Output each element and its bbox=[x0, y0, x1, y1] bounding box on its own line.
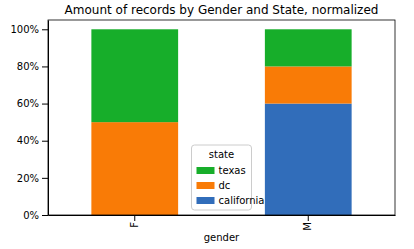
chart: 0%20%40%60%80%100%FMstatetexasdccaliforn… bbox=[0, 0, 414, 249]
tick: F bbox=[129, 215, 140, 228]
legend-label: california bbox=[219, 195, 265, 206]
bar bbox=[265, 104, 352, 215]
tick-label: 60% bbox=[17, 98, 39, 109]
tick-mark bbox=[42, 29, 48, 30]
tick-mark bbox=[42, 215, 48, 216]
bar bbox=[91, 122, 178, 215]
tick: 0% bbox=[23, 210, 48, 221]
tick: 100% bbox=[10, 24, 48, 35]
tick-label: F bbox=[129, 222, 140, 228]
y-axis: 0% 20% 40% 60% 80% 100% bbox=[10, 21, 48, 221]
bar bbox=[91, 29, 178, 122]
frame bbox=[48, 20, 395, 215]
tick-mark bbox=[42, 178, 48, 179]
legend-title: state bbox=[209, 149, 234, 160]
tick-mark bbox=[42, 104, 48, 105]
bar bbox=[265, 66, 352, 103]
tick-label: 100% bbox=[10, 24, 39, 35]
legend-label: dc bbox=[219, 180, 231, 191]
background bbox=[0, 0, 414, 249]
legend-swatch bbox=[197, 182, 215, 189]
tick-mark bbox=[42, 66, 48, 67]
tick-label: 80% bbox=[17, 61, 39, 72]
legend-swatch bbox=[197, 197, 215, 204]
tick: 80% bbox=[17, 61, 48, 72]
tick: 20% bbox=[17, 173, 48, 184]
series bbox=[91, 29, 351, 122]
tick-label: 40% bbox=[17, 135, 39, 146]
plot: 0%20%40%60%80%100%FMstatetexasdccaliforn… bbox=[10, 20, 395, 231]
tick: 60% bbox=[17, 98, 48, 109]
axis-title: gender bbox=[204, 232, 240, 243]
x-axis: FM bbox=[49, 215, 396, 231]
series bbox=[265, 104, 352, 215]
tick-mark bbox=[308, 215, 309, 221]
bars bbox=[91, 29, 351, 215]
tick-mark bbox=[42, 141, 48, 142]
tick-label: M bbox=[302, 222, 313, 231]
title: Amount of records by Gender and State, n… bbox=[65, 3, 379, 17]
tick-label: 0% bbox=[23, 210, 39, 221]
tick: 40% bbox=[17, 135, 48, 146]
legend-swatch bbox=[197, 167, 215, 174]
bar bbox=[265, 29, 352, 66]
tick: M bbox=[302, 215, 313, 231]
tick-label: 20% bbox=[17, 173, 39, 184]
tick-mark bbox=[134, 215, 135, 221]
legend-label: texas bbox=[219, 165, 246, 176]
legend: state texas dc california bbox=[192, 145, 265, 210]
